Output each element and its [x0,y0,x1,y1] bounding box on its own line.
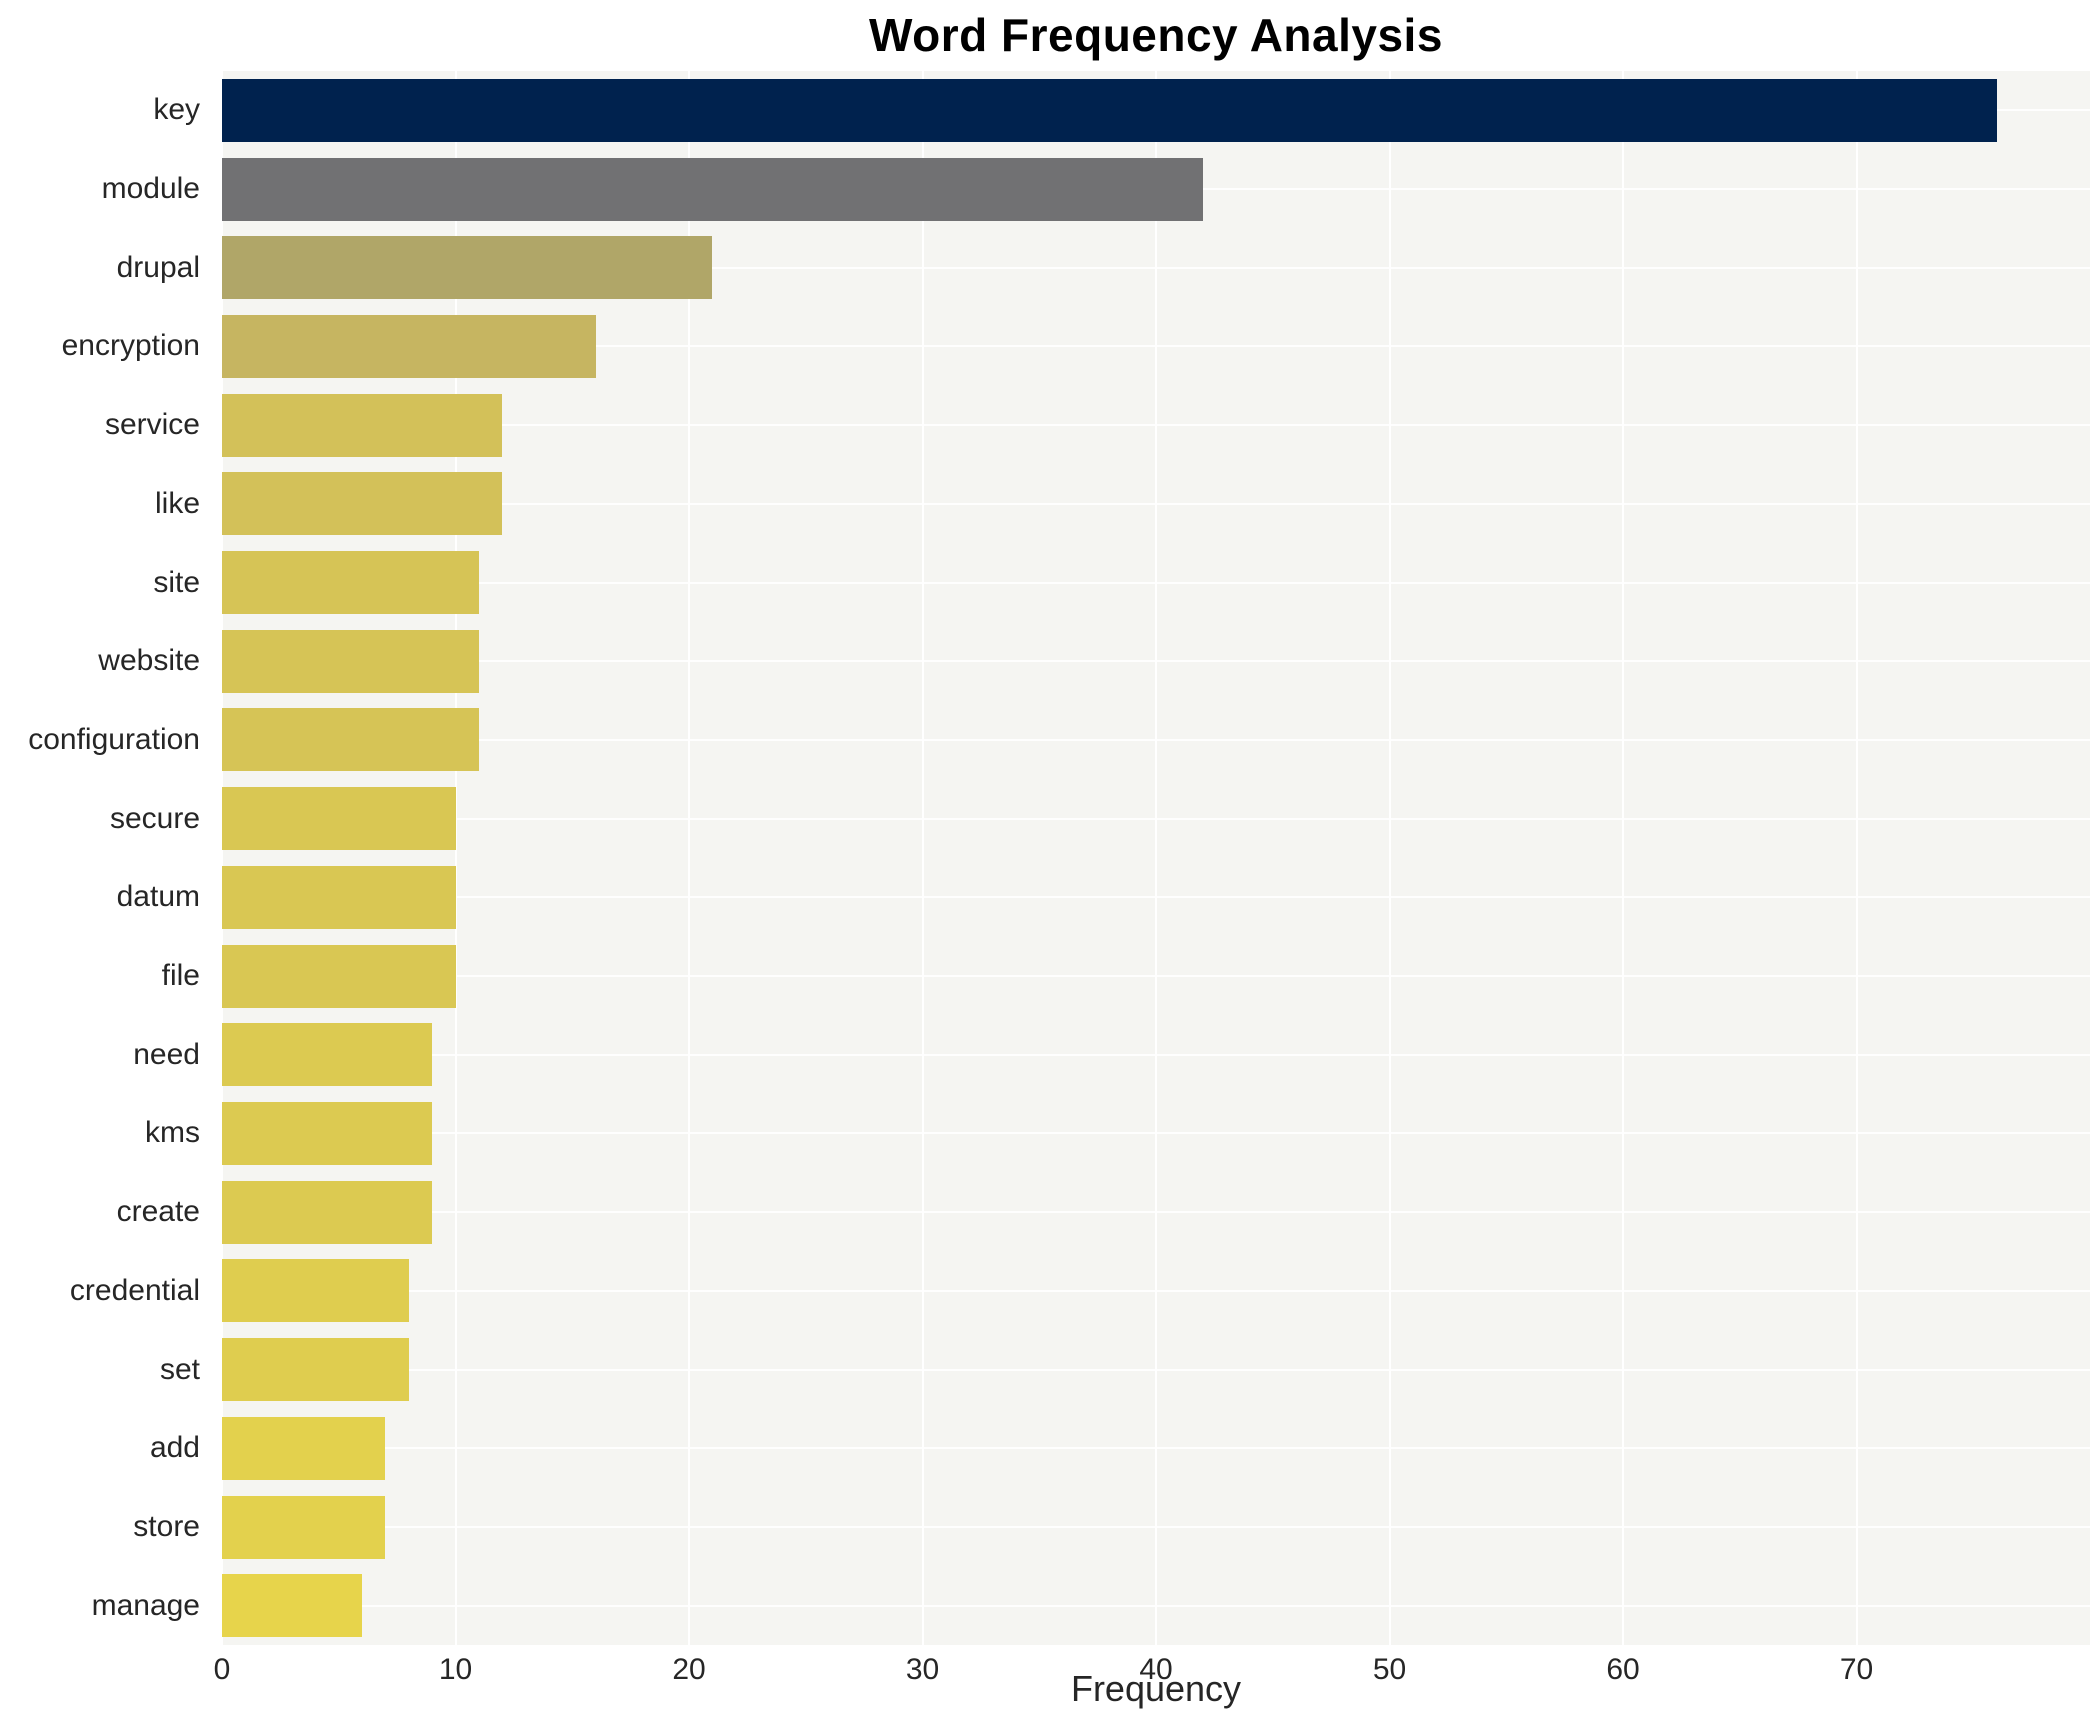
x-gridline [221,71,223,1645]
bar-manage [222,1574,363,1638]
grid-layer [221,71,2090,1645]
bar-row: add [150,1409,2090,1488]
bar-kms [222,1101,433,1165]
x-axis-ticks: 0 10 20 30 40 50 60 70 [214,1653,2090,1693]
bar-row: configuration [28,701,2090,780]
x-gridline [1622,71,1624,1645]
bar-row: datum [117,858,2090,937]
bar-like [222,472,503,536]
x-tick-label: 60 [1606,1653,1640,1686]
bar-row: secure [110,779,2090,858]
category-label: key [153,93,200,127]
bar-module [222,157,1203,221]
category-label: file [161,959,200,993]
bar-website [222,629,479,693]
category-label: like [154,486,200,520]
bar-row: set [160,1330,2090,1409]
x-gridline [1855,71,1858,1645]
bar-row: key [153,71,2090,150]
category-label: need [133,1037,200,1071]
category-label: store [133,1510,200,1543]
bar-row: create [117,1173,2090,1252]
category-label: site [153,565,200,599]
x-gridline [688,71,690,1645]
bar-datum [222,865,456,929]
bar-site [222,551,479,615]
category-label: credential [69,1273,200,1307]
x-tick-label: 0 [213,1653,231,1686]
bar-add [222,1416,386,1480]
bar-row: store [133,1488,2090,1567]
bar-encryption [222,314,596,378]
bar-row: credential [70,1252,2090,1331]
bar-file [222,944,456,1008]
bar-need [222,1023,433,1087]
x-gridline [454,71,457,1645]
bar-service [222,393,503,457]
bar-drupal [222,236,713,300]
category-label: configuration [28,722,200,756]
bar-row: like [155,465,2090,544]
category-label: set [159,1352,200,1386]
category-label: drupal [116,250,200,284]
x-tick-label: 10 [438,1653,473,1686]
bar-row: need [133,1015,2090,1094]
plot-area: key module drupal encryption service like site… [28,71,2090,1645]
category-label: datum [116,880,200,914]
category-label: encryption [61,329,200,363]
x-gridline [1155,71,1157,1645]
bar-row: drupal [117,228,2090,307]
bar-set [222,1338,409,1402]
bar-row: service [105,386,2090,465]
x-axis-label: Frequency [1070,1668,1242,1709]
bar-rows: key module drupal encryption service like site… [28,71,2090,1645]
bar-create [222,1180,433,1244]
bar-credential [222,1259,409,1323]
category-label: website [98,644,200,678]
bar-store [222,1495,386,1559]
bar-row: kms [145,1094,2090,1173]
bar-row: file [162,937,2090,1016]
category-label: module [101,172,200,206]
category-label: service [104,408,200,442]
bar-key [222,78,1997,142]
x-tick-label: 40 [1139,1653,1173,1686]
category-label: secure [109,801,200,835]
x-tick-label: 50 [1372,1653,1407,1686]
chart-title: Word Frequency Analysis [869,9,1443,61]
bar-row: manage [92,1566,2090,1645]
x-tick-label: 70 [1839,1653,1874,1686]
bar-row: module [102,150,2090,229]
bar-configuration [222,708,479,772]
x-tick-label: 30 [905,1653,940,1686]
x-gridline [921,71,924,1645]
bar-row: website [98,622,2090,701]
category-label: add [149,1431,200,1465]
x-gridline [1388,71,1391,1645]
x-tick-label: 20 [672,1653,706,1686]
category-label: manage [91,1588,200,1622]
bar-row: encryption [62,307,2090,386]
bar-secure [222,787,456,851]
category-label: create [116,1195,200,1229]
bar-row: site [153,543,2090,622]
category-label: kms [145,1116,200,1150]
